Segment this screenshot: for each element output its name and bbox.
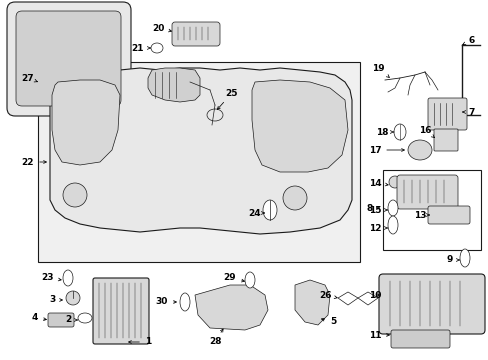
Polygon shape: [195, 285, 267, 330]
Text: 25: 25: [217, 89, 238, 109]
Polygon shape: [357, 292, 377, 305]
Text: 4: 4: [32, 314, 46, 323]
FancyBboxPatch shape: [7, 2, 131, 116]
Ellipse shape: [283, 186, 306, 210]
Text: 24: 24: [248, 208, 264, 217]
Polygon shape: [251, 80, 347, 172]
Text: 13: 13: [413, 211, 428, 220]
Text: 14: 14: [368, 179, 387, 188]
Text: 15: 15: [368, 206, 386, 215]
Ellipse shape: [66, 291, 80, 305]
FancyBboxPatch shape: [427, 98, 466, 130]
Text: 16: 16: [418, 126, 433, 138]
Ellipse shape: [263, 200, 276, 220]
Text: 2: 2: [65, 315, 77, 324]
Text: 3: 3: [49, 296, 62, 305]
Text: 11: 11: [368, 330, 388, 339]
Ellipse shape: [63, 183, 87, 207]
Ellipse shape: [393, 124, 405, 140]
Polygon shape: [52, 80, 120, 165]
Text: 29: 29: [223, 274, 244, 283]
Polygon shape: [148, 68, 200, 102]
Text: 5: 5: [321, 318, 335, 327]
Bar: [382, 170, 480, 250]
Polygon shape: [50, 68, 351, 234]
Ellipse shape: [78, 313, 92, 323]
Polygon shape: [294, 280, 329, 325]
FancyBboxPatch shape: [427, 206, 469, 224]
Text: 12: 12: [368, 224, 386, 233]
Ellipse shape: [387, 216, 397, 234]
Bar: [38, 62, 359, 262]
Text: 1: 1: [128, 338, 151, 346]
Text: 27: 27: [21, 73, 37, 82]
Ellipse shape: [63, 270, 73, 286]
Text: 7: 7: [462, 108, 474, 117]
Ellipse shape: [387, 200, 397, 216]
Polygon shape: [337, 292, 357, 305]
FancyBboxPatch shape: [93, 278, 149, 344]
FancyBboxPatch shape: [48, 313, 74, 327]
FancyBboxPatch shape: [390, 330, 449, 348]
Ellipse shape: [244, 272, 254, 288]
Text: 8: 8: [366, 203, 379, 212]
Text: 19: 19: [371, 63, 388, 77]
Text: 18: 18: [375, 127, 393, 136]
Ellipse shape: [459, 249, 469, 267]
Ellipse shape: [388, 176, 400, 188]
Text: 6: 6: [462, 36, 474, 45]
Text: 30: 30: [156, 297, 176, 306]
Text: 21: 21: [131, 44, 150, 53]
FancyBboxPatch shape: [16, 11, 121, 106]
FancyBboxPatch shape: [433, 129, 457, 151]
Text: 10: 10: [368, 291, 381, 300]
Text: 9: 9: [446, 256, 458, 265]
Ellipse shape: [180, 293, 190, 311]
Text: 22: 22: [21, 158, 46, 166]
Text: 20: 20: [151, 23, 171, 32]
Text: 28: 28: [208, 329, 223, 346]
FancyBboxPatch shape: [172, 22, 220, 46]
FancyBboxPatch shape: [378, 274, 484, 334]
Ellipse shape: [407, 140, 431, 160]
Text: 23: 23: [41, 274, 61, 283]
Text: 26: 26: [318, 291, 337, 300]
Text: 17: 17: [368, 145, 404, 154]
FancyBboxPatch shape: [396, 175, 457, 209]
Ellipse shape: [151, 43, 163, 53]
